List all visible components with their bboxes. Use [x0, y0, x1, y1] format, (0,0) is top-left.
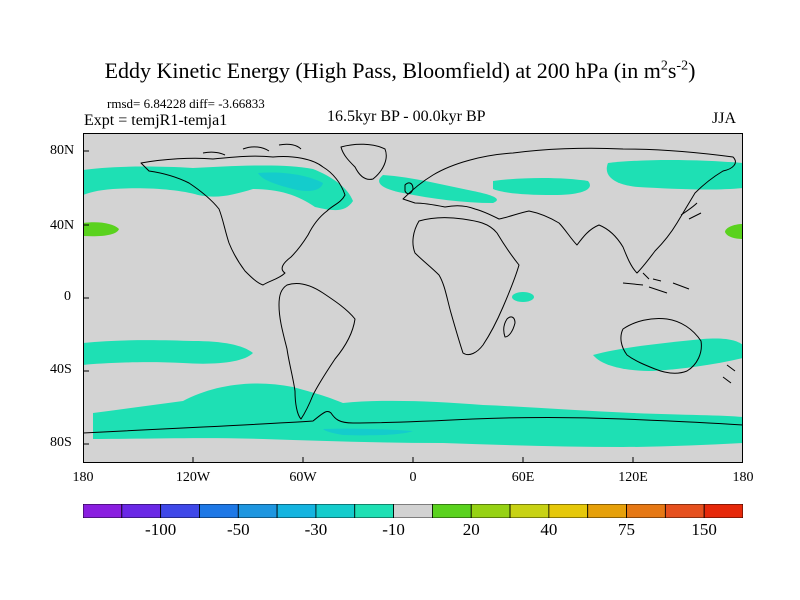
lon-label-180w: 180: [72, 470, 94, 485]
coast-north-america: [140, 155, 346, 286]
stats-label: rmsd= 6.84228 diff= -3.66833: [107, 96, 265, 111]
colorbar-label: -50: [226, 520, 250, 539]
colorbar-box-13: [587, 504, 627, 518]
coast-maritime-continent: [622, 272, 690, 294]
positive-region-west-pacific: [83, 222, 119, 237]
anomaly-region-eurasia: [493, 178, 590, 195]
colorbar-label: -30: [304, 520, 328, 539]
lon-label-120w: 120W: [175, 470, 211, 485]
coast-greenland: [340, 143, 387, 180]
colorbar-box-15: [664, 504, 705, 518]
colorbar-box-0: [83, 504, 123, 518]
colorbar-box-16: [703, 504, 743, 518]
colorbar-box-7: [354, 504, 394, 518]
colorbar-label: 75: [618, 520, 636, 539]
anomaly-region-north-pacific-east: [606, 160, 743, 190]
period-label: 16.5kyr BP - 00.0kyr BP: [327, 108, 486, 125]
coast-british-isles: [404, 182, 414, 195]
anomaly-region-indian-ocean: [512, 292, 534, 302]
lon-label-120e: 120E: [618, 470, 648, 485]
chart-title: Eddy Kinetic Energy (High Pass, Bloomfie…: [104, 58, 696, 83]
anomaly-core-southern-ocean: [323, 428, 413, 436]
colorbar-label: 40: [540, 520, 558, 539]
experiment-label: Expt = temjR1-temja1: [84, 112, 228, 129]
season-label: JJA: [712, 110, 737, 127]
coast-new-zealand: [722, 364, 736, 384]
coast-australia: [620, 318, 702, 374]
coast-africa: [412, 217, 520, 356]
axis-ticks: [83, 150, 743, 463]
colorbar: [83, 504, 743, 518]
colorbar-label: 150: [691, 520, 717, 539]
lat-label-40n: 40N: [50, 218, 75, 233]
lat-label-40s: 40S: [50, 362, 72, 377]
map-panel: [83, 133, 743, 463]
colorbar-box-6: [315, 504, 356, 518]
lat-label-eq: 0: [64, 289, 71, 304]
coast-eurasia: [402, 147, 736, 274]
anomaly-core-north-america: [258, 172, 323, 191]
lon-label-0: 0: [409, 470, 417, 485]
coast-arctic-islands: [202, 143, 302, 156]
colorbar-box-5: [276, 504, 317, 518]
anomaly-field: [83, 160, 743, 447]
lon-label-60w: 60W: [289, 470, 317, 485]
colorbar-box-9: [432, 504, 472, 518]
lat-label-80n: 80N: [50, 143, 75, 158]
coast-japan: [680, 202, 702, 220]
coast-south-america: [278, 282, 356, 420]
colorbar-box-1: [121, 504, 162, 518]
lat-label-80s: 80S: [50, 435, 72, 450]
colorbar-box-2: [160, 504, 200, 518]
lon-label-60e: 60E: [511, 470, 535, 485]
colorbar-box-8: [393, 504, 433, 518]
anomaly-region-north-atlantic: [379, 175, 497, 203]
colorbar-label: 20: [462, 520, 480, 539]
colorbar-label: -100: [145, 520, 177, 539]
positive-region-east-edge: [725, 224, 743, 239]
colorbar-box-3: [199, 504, 239, 518]
coast-antarctica: [83, 410, 743, 434]
anomaly-region-south-indian: [593, 338, 743, 371]
colorbar-box-12: [548, 504, 589, 518]
colorbar-box-14: [626, 504, 666, 518]
coast-madagascar: [503, 316, 516, 338]
anomaly-region-south-pacific: [83, 340, 253, 365]
lon-label-180e: 180: [732, 470, 754, 485]
colorbar-box-11: [509, 504, 550, 518]
colorbar-box-4: [237, 504, 278, 518]
coastlines: [83, 143, 743, 434]
anomaly-region-southern-ocean: [93, 383, 743, 447]
colorbar-label: -10: [382, 520, 405, 539]
colorbar-box-10: [470, 504, 511, 518]
